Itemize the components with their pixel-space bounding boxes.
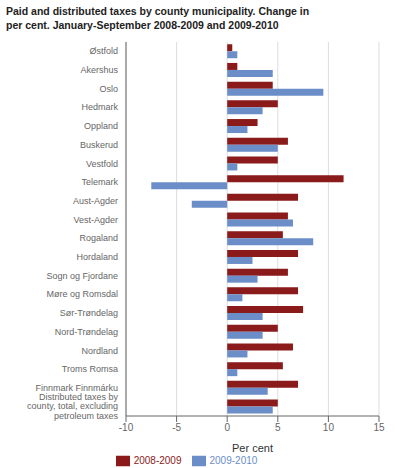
html-text:2008-2009: 2008-2009 (133, 454, 182, 466)
svg-text:10: 10 (323, 422, 335, 433)
svg-text:Hordaland: Hordaland (76, 252, 118, 262)
svg-text:Finnmark Finnmárku: Finnmark Finnmárku (35, 383, 118, 393)
svg-text:5: 5 (275, 422, 281, 433)
svg-text:Rogaland: Rogaland (79, 233, 118, 243)
svg-text:Telemark: Telemark (81, 177, 118, 187)
svg-text:0: 0 (224, 422, 230, 433)
svg-text:Vest-Agder: Vest-Agder (73, 215, 118, 225)
html-text:Paid and distributed taxes by: Paid and distributed taxes by county mun… (6, 5, 310, 31)
svg-text:Hedmark: Hedmark (81, 102, 118, 112)
svg-text:Vestfold: Vestfold (86, 159, 118, 169)
svg-text:Sogn og Fjordane: Sogn og Fjordane (46, 271, 118, 281)
svg-text:Møre og Romsdal: Møre og Romsdal (46, 289, 118, 299)
svg-text:Buskerud: Buskerud (80, 140, 118, 150)
svg-text:-10: -10 (119, 422, 134, 433)
svg-text:Nordland: Nordland (81, 346, 118, 356)
svg-text:Sør-Trøndelag: Sør-Trøndelag (60, 308, 118, 318)
svg-text:Akershus: Akershus (80, 65, 118, 75)
svg-text:Troms Romsa: Troms Romsa (62, 364, 118, 374)
svg-text:15: 15 (373, 422, 385, 433)
svg-text:Nord-Trøndelag: Nord-Trøndelag (55, 327, 118, 337)
svg-text:Østfold: Østfold (89, 46, 118, 56)
html-text:2009-2010: 2009-2010 (209, 454, 258, 466)
svg-text:Aust-Agder: Aust-Agder (73, 196, 118, 206)
svg-text:-5: -5 (172, 422, 181, 433)
svg-text:Oslo: Oslo (99, 84, 118, 94)
svg-text:Oppland: Oppland (84, 121, 118, 131)
svg-text:Distributed taxes bycounty, to: Distributed taxes bycounty, total, exclu… (27, 392, 118, 421)
svg-text:Per cent: Per cent (232, 442, 273, 454)
